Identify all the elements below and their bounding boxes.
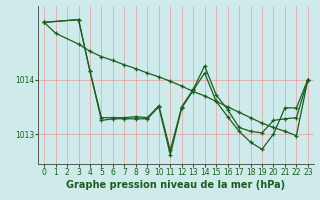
X-axis label: Graphe pression niveau de la mer (hPa): Graphe pression niveau de la mer (hPa) (67, 180, 285, 190)
